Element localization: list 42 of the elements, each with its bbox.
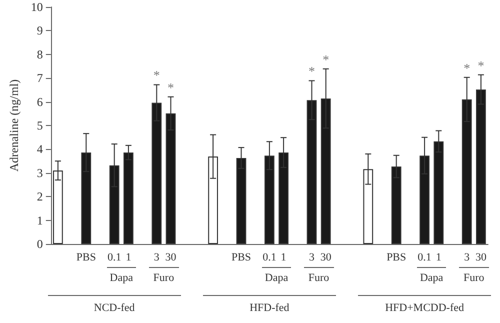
x-tick-label: 1 (126, 252, 132, 264)
x-tick-label: 1 (280, 252, 286, 264)
x-tick-label: 0.1 (262, 252, 276, 264)
text: Furo (464, 272, 484, 284)
x-tick-label: 3 (154, 252, 160, 264)
y-axis-title: Adrenaline (ng/ml) (7, 79, 21, 172)
data-label: * (153, 68, 160, 83)
y-tick-label: 3 (36, 166, 43, 180)
data-label: * (168, 80, 174, 95)
x-tick-label: PBS (76, 252, 96, 264)
text: Dapa (420, 272, 444, 284)
text: Furo (308, 272, 330, 284)
text: Furo (153, 272, 174, 284)
x-tick-label: 0.1 (107, 252, 122, 264)
text: HFD+MCDD-fed (385, 302, 464, 314)
y-tick-label: 4 (36, 142, 43, 156)
x-tick-label: 30 (320, 252, 332, 264)
y-tick-label: 2 (36, 190, 43, 204)
y-tick-label: 10 (30, 0, 43, 14)
text: HFD-fed (250, 302, 290, 314)
x-tick-label: 30 (165, 252, 177, 264)
x-tick-label: PBS (231, 252, 252, 264)
data-label: * (308, 64, 315, 79)
y-tick-label: 1 (36, 213, 43, 228)
y-tick-label: 0 (36, 237, 43, 251)
y-tick-label: 5 (36, 118, 43, 132)
text: NCD-fed (94, 302, 135, 314)
x-tick-label: 3 (309, 252, 315, 264)
y-tick-label: 8 (36, 47, 43, 62)
x-tick-label: 3 (464, 252, 470, 264)
x-tick-label: 1 (436, 252, 442, 264)
text: Dapa (264, 272, 288, 284)
x-tick-label: 0.1 (418, 252, 432, 264)
x-tick-label: 30 (475, 252, 487, 264)
data-label: * (464, 60, 470, 76)
text: Dapa (110, 272, 133, 284)
y-tick-label: 6 (36, 94, 43, 109)
y-tick-label: 7 (36, 71, 43, 86)
y-tick-label: 9 (36, 24, 43, 38)
x-tick-label: PBS (386, 252, 406, 264)
data-label: * (322, 52, 330, 67)
data-label: * (478, 58, 484, 73)
